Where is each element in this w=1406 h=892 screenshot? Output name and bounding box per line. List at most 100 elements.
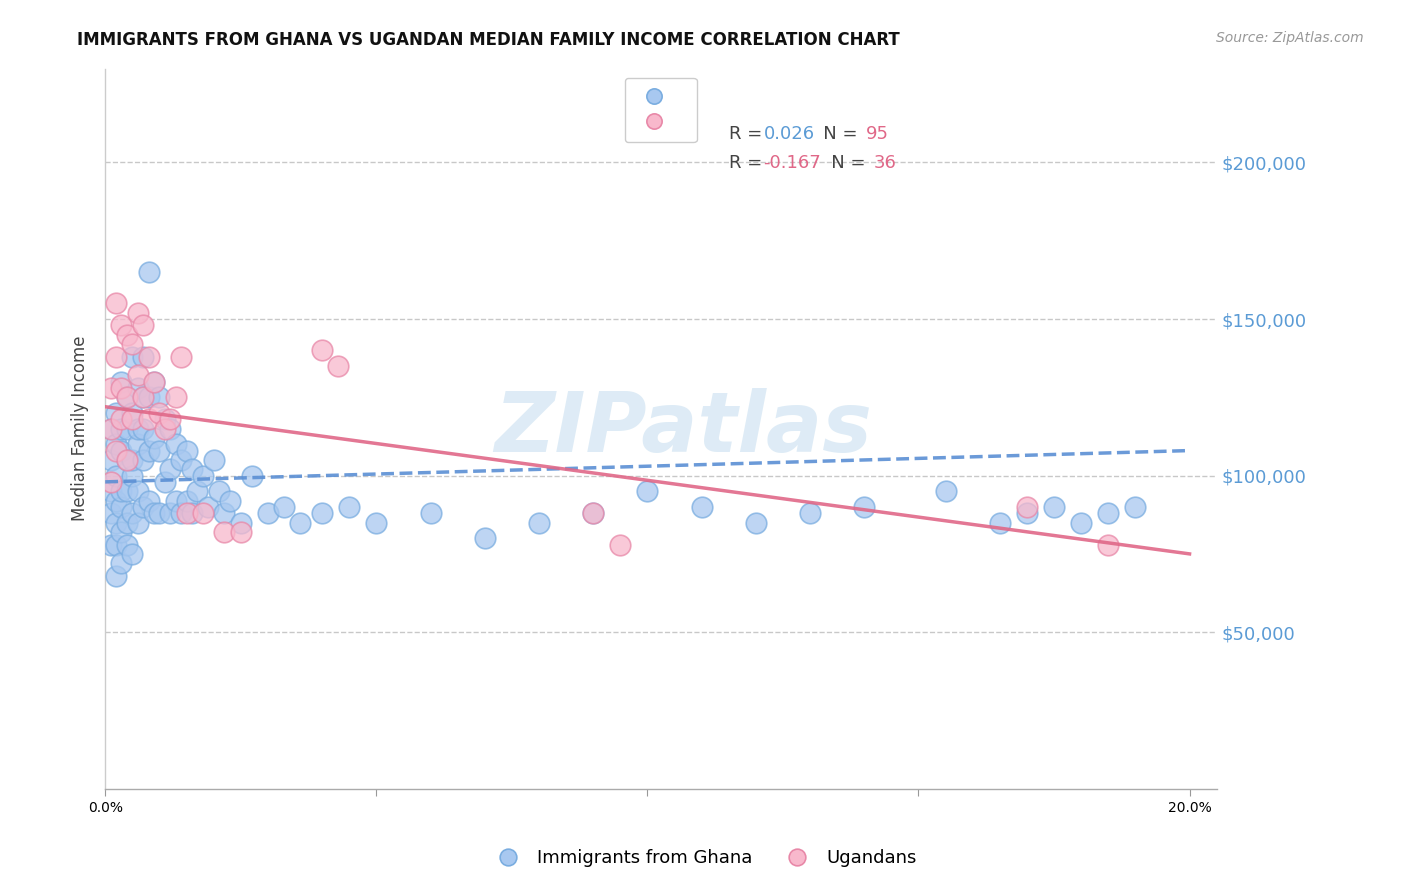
Point [100,422,122,436]
Text: R =: R = [730,125,769,144]
Point [110,375,132,389]
Point [290,516,312,530]
Point [181,506,204,520]
Point [100,381,122,395]
Point [273,500,295,514]
Point [138,493,160,508]
Point [121,453,143,467]
Point [1043,500,1066,514]
Point [165,493,187,508]
Point [1015,500,1038,514]
Point [121,506,143,520]
Point [366,516,388,530]
Point [115,516,138,530]
Point [132,453,155,467]
Point [115,537,138,551]
Point [105,443,128,458]
Point [121,406,143,420]
Point [165,390,187,404]
Point [176,493,198,508]
Point [419,506,441,520]
Text: ZIPatlas: ZIPatlas [495,388,872,469]
Point [115,390,138,404]
Point [527,516,550,530]
Point [208,484,231,499]
Point [170,453,193,467]
Point [138,443,160,458]
Point [138,350,160,364]
Point [121,350,143,364]
Text: N =: N = [806,125,863,144]
Point [127,422,149,436]
Point [121,547,143,561]
Point [1070,516,1092,530]
Point [853,500,876,514]
Point [799,506,821,520]
Point [690,500,713,514]
Point [197,500,219,514]
Point [132,390,155,404]
Point [138,265,160,279]
Point [214,524,236,539]
Point [115,453,138,467]
Text: 95: 95 [866,125,889,144]
Point [988,516,1011,530]
Point [582,506,605,520]
Point [100,506,122,520]
Text: IMMIGRANTS FROM GHANA VS UGANDAN MEDIAN FAMILY INCOME CORRELATION CHART: IMMIGRANTS FROM GHANA VS UGANDAN MEDIAN … [77,31,900,49]
Point [127,516,149,530]
Point [1097,537,1119,551]
Point [127,306,149,320]
Point [121,337,143,351]
Point [110,412,132,426]
Point [311,343,333,358]
Point [219,493,242,508]
Text: -0.167: -0.167 [763,153,821,172]
Point [202,453,225,467]
Point [153,475,176,489]
Point [100,484,122,499]
Point [132,318,155,333]
Point [176,443,198,458]
Point [105,537,128,551]
Point [110,443,132,458]
Point [609,537,631,551]
Point [110,381,132,395]
Point [148,443,170,458]
Point [110,500,132,514]
Point [636,484,658,499]
Point [105,516,128,530]
Point [115,327,138,342]
Text: R =: R = [730,153,769,172]
Point [138,412,160,426]
Point [127,437,149,451]
Point [582,506,605,520]
Point [105,350,128,364]
Point [191,468,214,483]
Point [115,390,138,404]
Text: Source: ZipAtlas.com: Source: ZipAtlas.com [1216,31,1364,45]
Point [127,484,149,499]
Point [100,537,122,551]
Point [170,350,193,364]
Point [105,468,128,483]
Point [132,350,155,364]
Legend: , : , [624,78,697,143]
Point [1123,500,1146,514]
Point [229,516,252,530]
Point [159,462,181,476]
Point [935,484,957,499]
Legend: Immigrants from Ghana, Ugandans: Immigrants from Ghana, Ugandans [482,842,924,874]
Point [240,468,263,483]
Point [110,556,132,570]
Point [1097,506,1119,520]
Point [148,406,170,420]
Point [105,437,128,451]
Point [121,412,143,426]
Point [100,422,122,436]
Point [127,368,149,383]
Point [170,506,193,520]
Point [159,412,181,426]
Point [311,506,333,520]
Point [153,422,176,436]
